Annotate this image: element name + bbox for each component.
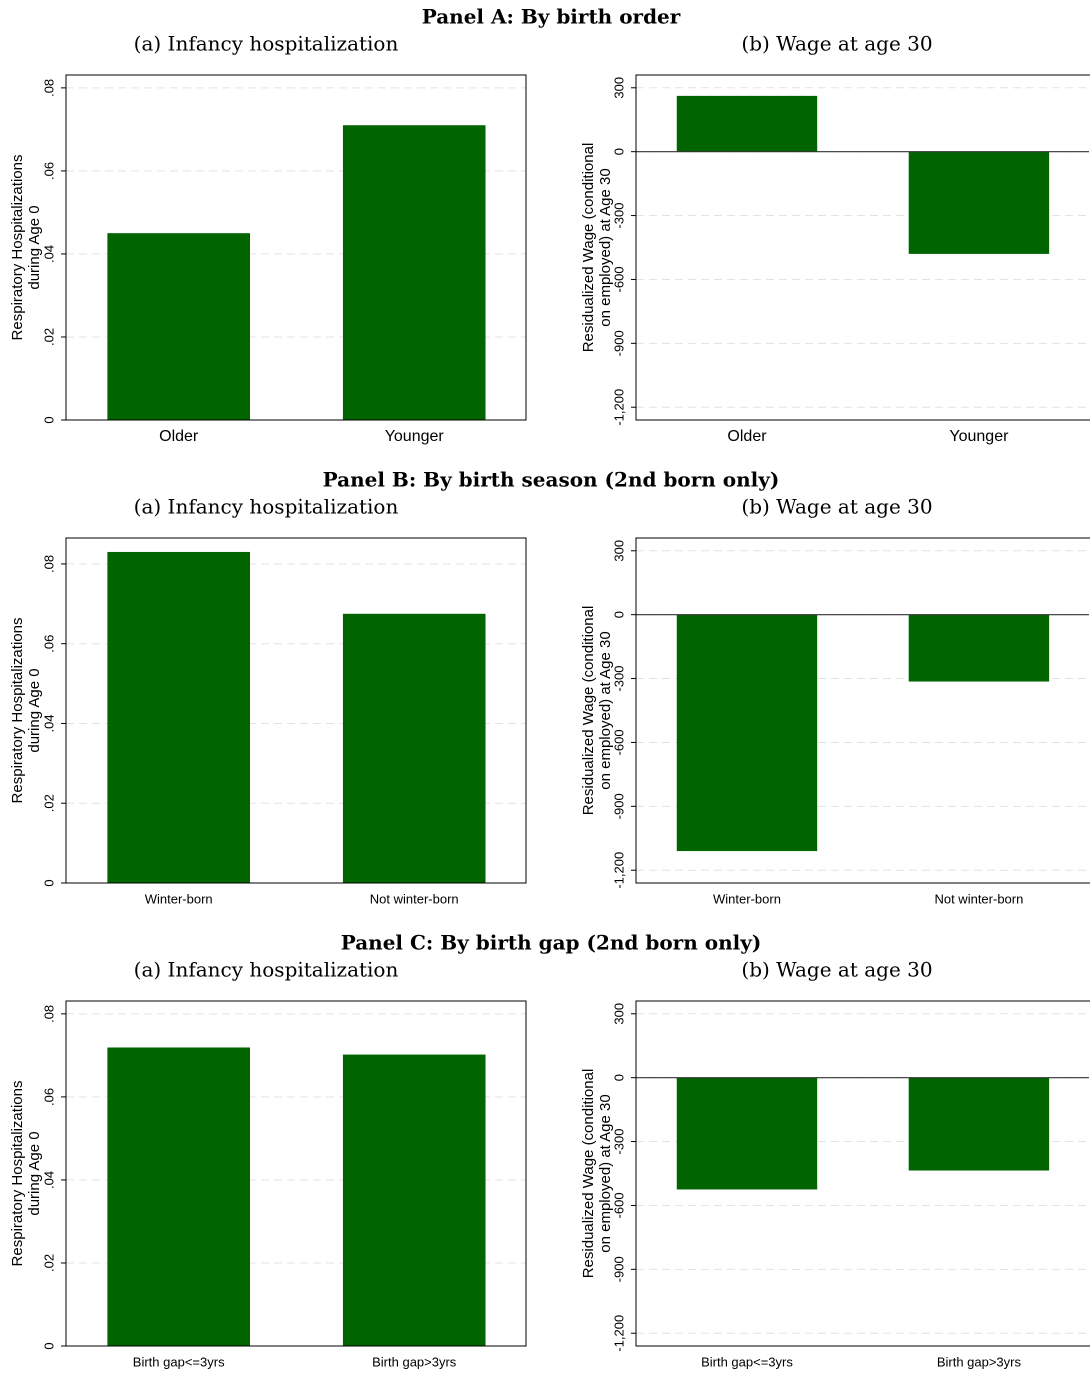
y-axis-label: on employed) at Age 30 bbox=[597, 168, 614, 326]
y-tick-label: -900 bbox=[611, 1256, 626, 1282]
y-axis-label: Residualized Wage (conditional bbox=[580, 143, 597, 353]
panel-title: Panel A: By birth order bbox=[422, 5, 681, 29]
y-tick-label: 0 bbox=[41, 1342, 56, 1349]
y-tick-label: -900 bbox=[611, 330, 626, 356]
plot-frame bbox=[65, 537, 527, 884]
bar bbox=[342, 125, 486, 421]
y-tick-label: -900 bbox=[611, 793, 626, 819]
y-axis-label: during Age 0 bbox=[26, 205, 43, 289]
x-tick-label: Younger bbox=[949, 428, 1009, 445]
y-tick-label: .08 bbox=[41, 555, 56, 573]
chart-title: (a) Infancy hospitalization bbox=[134, 32, 399, 56]
y-axis-label: Residualized Wage (conditional bbox=[580, 1069, 597, 1279]
plot-frame bbox=[635, 1000, 1090, 1347]
y-tick-label: -600 bbox=[611, 1192, 626, 1218]
y-axis-label: Respiratory Hospitalizations bbox=[9, 1081, 26, 1267]
y-tick-label: 0 bbox=[611, 611, 626, 618]
y-tick-label: .04 bbox=[41, 245, 56, 263]
panel-title: Panel B: By birth season (2nd born only) bbox=[323, 468, 780, 492]
y-tick-label: -1,200 bbox=[611, 1315, 626, 1352]
bar bbox=[676, 614, 818, 852]
x-tick-label: Older bbox=[727, 428, 767, 445]
x-tick-label: Birth gap<=3yrs bbox=[133, 1354, 225, 1369]
bar bbox=[107, 551, 251, 883]
plot-frame bbox=[65, 1000, 527, 1347]
chart-title: (b) Wage at age 30 bbox=[741, 32, 932, 56]
x-tick-label: Birth gap>3yrs bbox=[937, 1354, 1022, 1369]
y-axis-label: Residualized Wage (conditional bbox=[580, 606, 597, 816]
x-tick-label: Winter-born bbox=[145, 891, 213, 906]
y-tick-label: 300 bbox=[611, 540, 626, 562]
x-tick-label: Younger bbox=[385, 428, 445, 445]
y-tick-label: 0 bbox=[41, 416, 56, 423]
y-tick-label: .02 bbox=[41, 328, 56, 346]
y-tick-label: .04 bbox=[41, 1171, 56, 1189]
y-tick-label: .06 bbox=[41, 1088, 56, 1106]
bar bbox=[676, 1077, 818, 1190]
y-tick-label: 0 bbox=[611, 1074, 626, 1081]
y-tick-label: .06 bbox=[41, 635, 56, 653]
y-axis-label: during Age 0 bbox=[26, 1131, 43, 1215]
y-tick-label: 0 bbox=[41, 879, 56, 886]
y-tick-label: .08 bbox=[41, 1005, 56, 1023]
y-tick-label: -1,200 bbox=[611, 852, 626, 889]
bar bbox=[342, 1054, 486, 1346]
x-tick-label: Winter-born bbox=[713, 891, 781, 906]
chart-title: (b) Wage at age 30 bbox=[741, 495, 932, 519]
x-tick-label: Birth gap>3yrs bbox=[372, 1354, 457, 1369]
bar bbox=[676, 95, 818, 152]
panel-title: Panel C: By birth gap (2nd born only) bbox=[341, 931, 762, 955]
plot-frame bbox=[635, 74, 1090, 421]
bar bbox=[908, 1077, 1050, 1171]
y-tick-label: -300 bbox=[611, 203, 626, 229]
y-axis-label: Respiratory Hospitalizations bbox=[9, 618, 26, 804]
y-tick-label: .02 bbox=[41, 794, 56, 812]
y-tick-label: 0 bbox=[611, 148, 626, 155]
bar bbox=[107, 233, 251, 420]
y-tick-label: -600 bbox=[611, 729, 626, 755]
y-axis-label: on employed) at Age 30 bbox=[597, 1094, 614, 1252]
plot-frame bbox=[635, 537, 1090, 884]
bar bbox=[908, 151, 1050, 254]
y-tick-label: -1,200 bbox=[611, 389, 626, 426]
y-axis-label: on employed) at Age 30 bbox=[597, 631, 614, 789]
y-axis-label: during Age 0 bbox=[26, 668, 43, 752]
y-tick-label: -300 bbox=[611, 666, 626, 692]
chart-title: (b) Wage at age 30 bbox=[741, 958, 932, 982]
bar bbox=[908, 614, 1050, 682]
x-tick-label: Not winter-born bbox=[934, 891, 1023, 906]
y-tick-label: .08 bbox=[41, 79, 56, 97]
y-tick-label: .06 bbox=[41, 162, 56, 180]
y-tick-label: -300 bbox=[611, 1129, 626, 1155]
x-tick-label: Not winter-born bbox=[370, 891, 459, 906]
y-tick-label: 300 bbox=[611, 1003, 626, 1025]
y-tick-label: .04 bbox=[41, 714, 56, 732]
plot-frame bbox=[65, 74, 527, 421]
y-tick-label: 300 bbox=[611, 77, 626, 99]
y-tick-label: .02 bbox=[41, 1254, 56, 1272]
x-tick-label: Older bbox=[159, 428, 199, 445]
y-axis-label: Respiratory Hospitalizations bbox=[9, 155, 26, 341]
bar bbox=[342, 613, 486, 883]
chart-title: (a) Infancy hospitalization bbox=[134, 495, 399, 519]
chart-title: (a) Infancy hospitalization bbox=[134, 958, 399, 982]
y-tick-label: -600 bbox=[611, 266, 626, 292]
x-tick-label: Birth gap<=3yrs bbox=[701, 1354, 793, 1369]
bar bbox=[107, 1047, 251, 1346]
